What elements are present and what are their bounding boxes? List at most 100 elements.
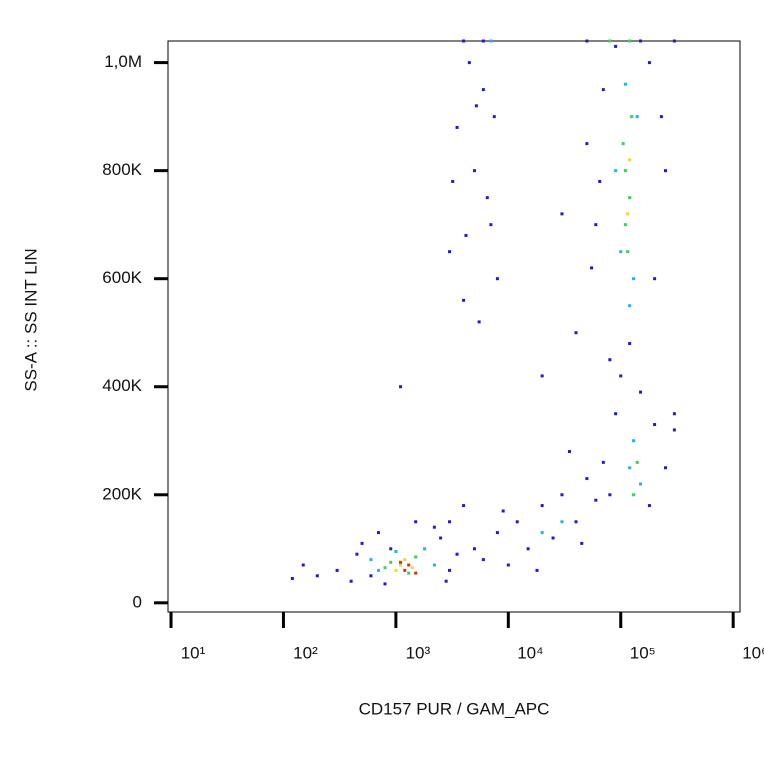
point xyxy=(628,196,632,200)
point xyxy=(423,547,427,551)
point xyxy=(540,374,544,378)
point xyxy=(635,460,639,464)
point xyxy=(585,477,589,481)
point xyxy=(628,342,632,346)
point xyxy=(444,579,448,583)
y-tick-label: 200K xyxy=(102,484,142,503)
point xyxy=(335,568,339,572)
point xyxy=(383,582,387,586)
x-tick-label: 10⁶ xyxy=(742,643,764,662)
y-tick-label: 400K xyxy=(102,376,142,395)
point xyxy=(485,196,489,200)
point xyxy=(506,563,510,567)
point xyxy=(501,509,505,513)
point xyxy=(567,450,571,454)
point xyxy=(376,568,380,572)
point xyxy=(560,520,564,524)
point xyxy=(672,39,676,43)
point xyxy=(628,158,632,162)
point xyxy=(598,179,602,183)
point xyxy=(659,115,663,119)
point xyxy=(462,298,466,302)
point xyxy=(414,520,418,524)
point xyxy=(407,563,411,567)
y-tick-label: 800K xyxy=(102,160,142,179)
point xyxy=(594,223,598,227)
point xyxy=(472,547,476,551)
point xyxy=(455,125,459,129)
point xyxy=(439,536,443,540)
point xyxy=(619,250,623,254)
point xyxy=(623,223,627,227)
point xyxy=(639,39,643,43)
point xyxy=(403,568,407,572)
point xyxy=(492,115,496,119)
point xyxy=(630,115,634,119)
point xyxy=(626,250,630,254)
point xyxy=(464,233,468,237)
point xyxy=(462,504,466,508)
point xyxy=(628,466,632,470)
point xyxy=(628,39,632,43)
point xyxy=(290,577,294,581)
point xyxy=(663,466,667,470)
point xyxy=(585,39,589,43)
point xyxy=(639,482,643,486)
x-tick-label: 10⁵ xyxy=(630,643,656,662)
point xyxy=(403,558,407,562)
point xyxy=(601,460,605,464)
point xyxy=(448,520,452,524)
point xyxy=(448,250,452,254)
point xyxy=(551,536,555,540)
point xyxy=(540,504,544,508)
plot-frame xyxy=(167,40,741,613)
point xyxy=(399,563,403,567)
point xyxy=(355,552,359,556)
point xyxy=(560,212,564,216)
point xyxy=(369,574,373,578)
point xyxy=(623,82,627,86)
point xyxy=(574,520,578,524)
point xyxy=(647,504,651,508)
point xyxy=(407,571,411,575)
point xyxy=(574,331,578,335)
point xyxy=(394,568,398,572)
point xyxy=(489,223,493,227)
point xyxy=(560,493,564,497)
point xyxy=(639,390,643,394)
point xyxy=(399,385,403,389)
point xyxy=(635,115,639,119)
y-tick-label: 0 xyxy=(133,592,142,611)
point xyxy=(376,531,380,535)
point xyxy=(585,142,589,146)
point xyxy=(608,39,612,43)
point xyxy=(349,579,353,583)
point xyxy=(621,142,625,146)
point xyxy=(394,549,398,553)
point xyxy=(481,558,485,562)
y-tick-label: 1,0M xyxy=(104,52,142,71)
point xyxy=(626,212,630,216)
point xyxy=(628,304,632,308)
point xyxy=(399,560,403,564)
x-tick-label: 10¹ xyxy=(181,643,206,662)
point xyxy=(672,412,676,416)
point xyxy=(472,169,476,173)
point xyxy=(594,498,598,502)
point xyxy=(540,531,544,535)
point xyxy=(462,39,466,43)
point xyxy=(451,179,455,183)
point xyxy=(632,439,636,443)
point xyxy=(410,566,414,570)
point xyxy=(389,547,393,551)
point xyxy=(360,541,364,545)
point xyxy=(647,61,651,65)
point xyxy=(432,525,436,529)
point xyxy=(614,169,618,173)
point xyxy=(495,531,499,535)
point xyxy=(672,428,676,432)
point xyxy=(515,520,519,524)
point xyxy=(369,558,373,562)
point xyxy=(526,547,530,551)
point xyxy=(632,493,636,497)
